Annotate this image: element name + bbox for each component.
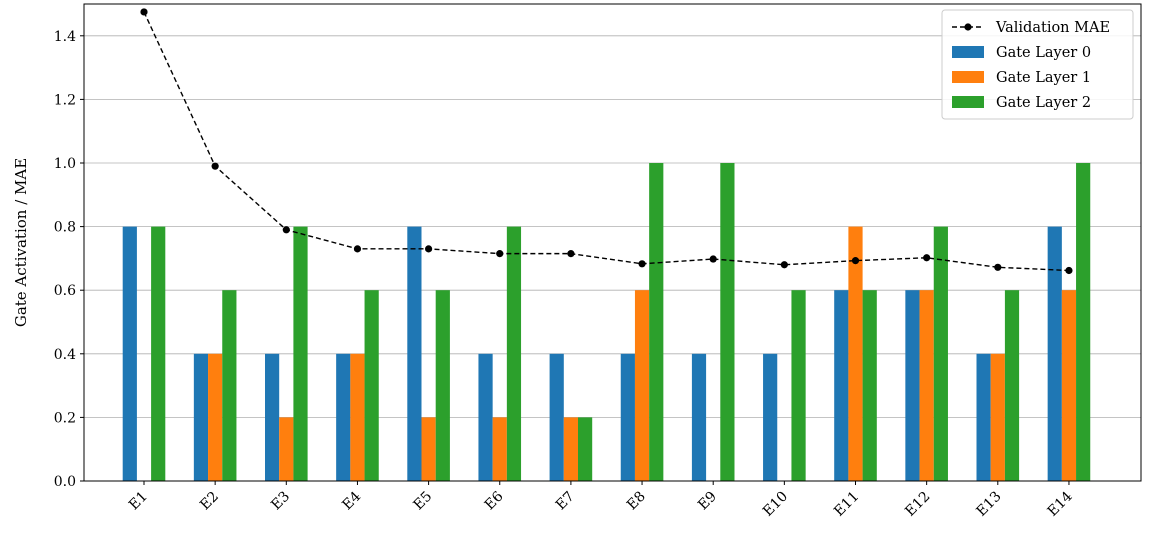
bar-gate-layer-2 [1004, 290, 1020, 481]
bar-gate-layer-0 [336, 353, 351, 481]
validation-mae-point [780, 261, 788, 269]
y-tick-label: 0.0 [54, 474, 76, 490]
x-tick-label: E10 [760, 489, 791, 520]
bar-gate-layer-0 [691, 353, 707, 481]
bar-gate-layer-1 [1061, 290, 1077, 481]
bar-gate-layer-2 [1076, 163, 1091, 481]
y-tick-label: 0.4 [54, 347, 76, 363]
x-tick-label: E13 [973, 489, 1004, 520]
bar-gate-layer-0 [265, 353, 280, 481]
gridlines [84, 35, 1141, 482]
bar-gate-layer-0 [905, 290, 920, 481]
y-tick-label: 0.8 [54, 220, 76, 236]
x-tick-label: E3 [268, 489, 293, 514]
validation-mae-point [994, 263, 1002, 271]
x-tick-label: E14 [1045, 488, 1076, 519]
y-tick-label: 1.2 [54, 92, 76, 108]
x-tick-label: E5 [411, 489, 436, 514]
bar-gate-layer-0 [834, 290, 849, 481]
bar-gate-layer-2 [222, 290, 237, 481]
bar-gate-layer-2 [364, 290, 379, 481]
bar-gate-layer-0 [976, 353, 991, 481]
bar-gate-layer-2 [862, 290, 877, 481]
bar-gate-layer-1 [634, 290, 650, 481]
x-tick-label: E9 [695, 489, 720, 514]
bar-gate-layer-1 [350, 353, 365, 481]
bar-gate-layer-0 [763, 353, 778, 481]
y-tick-label: 1.4 [54, 29, 76, 45]
y-tick-label: 0.2 [54, 410, 76, 426]
x-tick-label: E11 [831, 489, 862, 520]
validation-mae-point [425, 245, 433, 253]
bar-gate-layer-2 [791, 290, 806, 481]
legend-marker [964, 23, 972, 31]
x-tick-label: E6 [482, 488, 507, 513]
x-tick-label: E1 [126, 489, 151, 514]
bar-gate-layer-2 [720, 163, 735, 481]
bar-gate-layer-2 [506, 226, 522, 481]
plot-frame [83, 3, 1142, 482]
bar-gate-layer-0 [1047, 226, 1062, 481]
legend-label: Gate Layer 0 [996, 45, 1091, 61]
y-tick-label: 0.6 [54, 283, 76, 299]
legend-box [941, 9, 1134, 120]
bar-gate-layer-2 [933, 226, 948, 481]
x-tick-label: E12 [902, 489, 933, 520]
x-tick-label: E8 [624, 489, 649, 514]
legend-swatch [952, 46, 984, 58]
legend-label: Gate Layer 1 [996, 70, 1091, 86]
y-axis-ticks: 0.0 0.2 0.4 0.6 0.8 1.0 1.2 1.4 [54, 29, 84, 490]
validation-mae-point [353, 245, 362, 253]
bar-gate-layer-2 [578, 417, 593, 481]
bar-gate-layer-0 [549, 353, 564, 481]
validation-mae-line [140, 8, 1073, 275]
validation-mae-point [140, 8, 148, 16]
bar-gate-layer-1 [848, 226, 863, 481]
bar-gate-layer-1 [919, 290, 934, 481]
validation-mae-point [851, 257, 860, 265]
validation-mae-point [923, 254, 931, 262]
bar-gate-layer-2 [649, 163, 664, 481]
validation-mae-point [638, 260, 646, 268]
x-tick-label: E2 [197, 489, 222, 514]
validation-mae-point [282, 226, 290, 234]
bar-gate-layer-1 [990, 353, 1005, 481]
bar-gate-layer-1 [492, 417, 507, 481]
bar-gate-layer-1 [421, 417, 436, 481]
validation-mae-point [211, 162, 219, 170]
y-tick-label: 1.0 [54, 156, 76, 172]
bar-gate-layer-0 [122, 226, 137, 481]
y-axis-label: Gate Activation / MAE [12, 158, 30, 327]
legend: Validation MAE Gate Layer 0 Gate Layer 1 Ga… [941, 9, 1134, 120]
bar-gate-layer-0 [478, 353, 493, 481]
legend-swatch [952, 96, 984, 108]
legend-label: Gate Layer 2 [996, 95, 1091, 111]
bar-gate-layer-0 [193, 353, 209, 481]
bar-gate-layer-1 [208, 353, 223, 481]
bar-gate-layer-2 [293, 226, 308, 481]
bar-gate-layer-1 [279, 417, 294, 481]
bar-gate-layer-1 [563, 417, 578, 481]
validation-mae-point [496, 250, 504, 258]
validation-mae-point [709, 255, 717, 263]
validation-mae-point [1065, 266, 1073, 275]
x-tick-label: E7 [553, 489, 578, 514]
bar-gate-layer-2 [151, 226, 166, 481]
bars [122, 163, 1091, 481]
x-tick-label: E4 [339, 488, 364, 513]
x-axis-ticks: E1 E2 E3 E4 E5 E6 E7 E8 E9 E10 E11 E12 E13 E14 [126, 481, 1076, 520]
bar-gate-layer-2 [435, 290, 450, 481]
bar-gate-layer-0 [620, 353, 635, 481]
bar-gate-layer-0 [407, 226, 422, 481]
legend-label: Validation MAE [995, 20, 1110, 36]
validation-mae-point [567, 250, 575, 258]
legend-swatch [952, 71, 984, 83]
validation-mae-path [143, 11, 1069, 272]
